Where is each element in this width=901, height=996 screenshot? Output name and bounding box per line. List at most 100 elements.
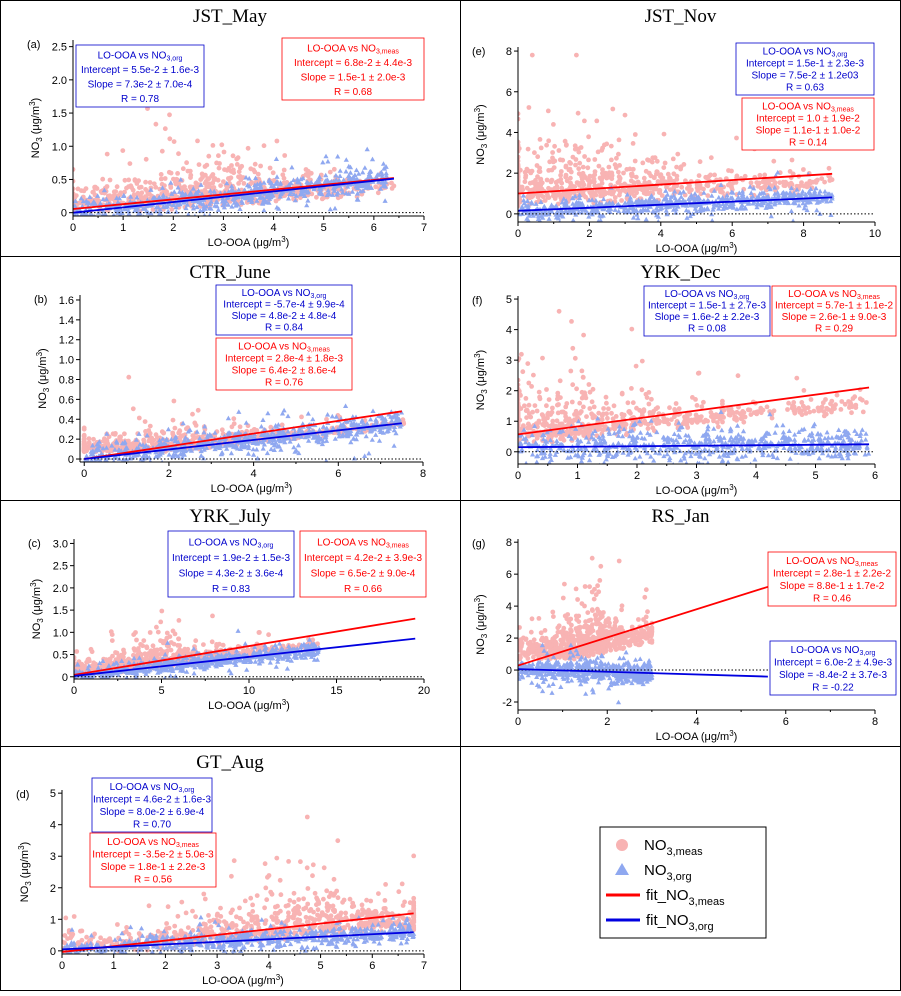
meas-point — [172, 924, 177, 929]
meas-point — [298, 859, 303, 864]
meas-point — [63, 933, 68, 938]
meas-point — [177, 618, 182, 623]
meas-point — [380, 911, 385, 916]
meas-point — [188, 175, 193, 180]
meas-point — [282, 176, 287, 181]
meas-point — [340, 900, 345, 905]
meas-point — [234, 914, 239, 919]
y-tick-label: 0.6 — [59, 394, 74, 406]
meas-point — [366, 908, 371, 913]
meas-point — [177, 647, 182, 652]
meas-point — [163, 126, 168, 131]
meas-point — [301, 896, 306, 901]
meas-point — [159, 609, 164, 614]
meas-point — [402, 900, 407, 905]
meas-point — [201, 892, 206, 897]
meas-point — [109, 629, 114, 634]
x-tick-label: 4 — [271, 222, 277, 234]
meas-point — [133, 630, 138, 635]
meas-point — [144, 157, 149, 162]
meas-point — [217, 919, 222, 924]
stats-line: R = 0.68 — [334, 87, 373, 98]
meas-point — [169, 207, 174, 212]
meas-point — [159, 172, 164, 177]
stats-line: Slope = 6.4e-2 ± 8.6e-4 — [232, 366, 337, 377]
meas-point — [263, 886, 268, 891]
meas-point — [296, 897, 301, 902]
y-tick-label: 1.4 — [59, 315, 74, 327]
meas-point — [190, 412, 195, 417]
meas-point — [156, 929, 161, 934]
meas-point — [389, 181, 394, 186]
meas-point — [122, 431, 127, 436]
meas-point — [80, 663, 85, 668]
meas-point — [317, 917, 322, 922]
meas-point — [200, 175, 205, 180]
meas-point — [231, 153, 236, 158]
meas-point — [253, 915, 258, 920]
meas-point — [235, 162, 240, 167]
meas-point — [263, 861, 268, 866]
meas-point — [288, 898, 293, 903]
meas-point — [110, 638, 115, 643]
meas-point — [172, 399, 177, 404]
meas-point — [176, 914, 181, 919]
meas-point — [74, 649, 79, 654]
meas-point — [336, 895, 341, 900]
meas-point — [193, 638, 198, 643]
x-tick-label: 8 — [420, 468, 426, 480]
y-axis-label: NO3 (μg/m3) — [28, 98, 44, 158]
meas-point — [211, 172, 216, 177]
meas-point — [383, 882, 388, 887]
meas-point — [133, 177, 138, 182]
meas-point — [168, 634, 173, 639]
meas-point — [368, 912, 373, 917]
y-tick-label: 1.5 — [53, 605, 68, 617]
meas-point — [250, 903, 255, 908]
meas-point — [237, 169, 242, 174]
meas-point — [321, 897, 326, 902]
meas-point — [212, 178, 217, 183]
meas-point — [411, 915, 416, 920]
x-tick-label: 15 — [330, 685, 342, 697]
meas-point — [148, 649, 153, 654]
meas-point — [286, 859, 291, 864]
meas-point — [137, 416, 142, 421]
meas-point — [218, 906, 223, 911]
x-tick-label: 5 — [158, 685, 164, 697]
meas-point — [237, 906, 242, 911]
meas-point — [350, 913, 355, 918]
meas-point — [376, 891, 381, 896]
meas-point — [179, 928, 184, 933]
meas-point — [190, 909, 195, 914]
meas-point — [183, 188, 188, 193]
meas-point — [220, 427, 225, 432]
meas-point — [322, 865, 327, 870]
meas-point — [332, 877, 337, 882]
meas-point — [222, 167, 227, 172]
meas-point — [292, 911, 297, 916]
panel-label: (a) — [27, 39, 40, 51]
x-tick-label: 0 — [70, 222, 76, 234]
meas-point — [137, 185, 142, 190]
meas-point — [400, 882, 405, 887]
x-tick-label: 20 — [418, 685, 430, 697]
meas-point — [305, 815, 310, 820]
meas-point — [316, 907, 321, 912]
meas-point — [166, 904, 171, 909]
meas-point — [63, 916, 68, 921]
meas-point — [313, 891, 318, 896]
meas-point — [108, 178, 113, 183]
meas-point — [273, 905, 278, 910]
meas-point — [154, 122, 159, 127]
meas-point — [282, 168, 287, 173]
meas-point — [171, 629, 176, 634]
meas-point — [264, 897, 269, 902]
